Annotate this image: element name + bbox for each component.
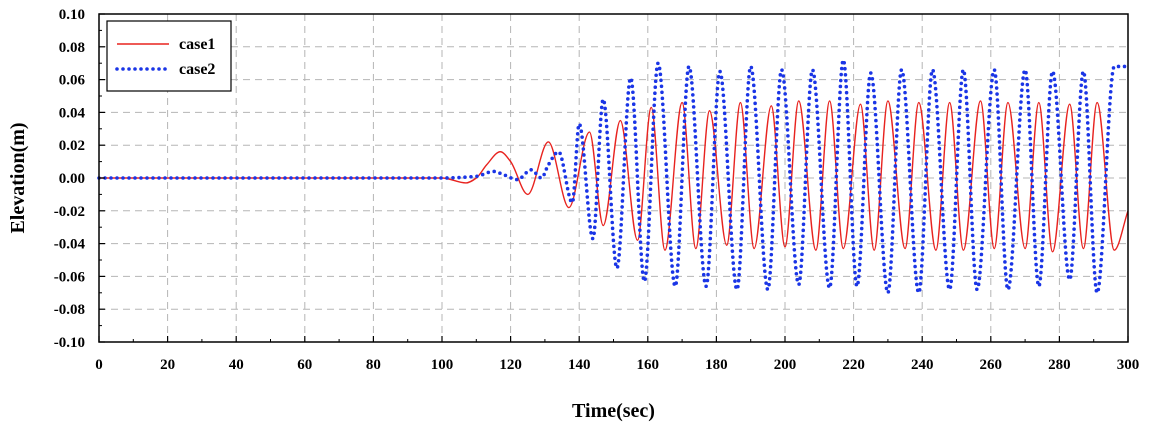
legend: case1 case2 — [106, 20, 232, 92]
y-tick-label: -0.04 — [54, 237, 86, 253]
y-tick-label: 0.02 — [59, 138, 85, 154]
y-tick-label: 0.06 — [59, 73, 86, 89]
y-tick-label: 0.00 — [59, 171, 85, 187]
legend-box — [106, 20, 232, 92]
x-tick-label: 160 — [637, 357, 660, 373]
series-line-case2 — [97, 58, 1130, 295]
y-axis-title: Elevation(m) — [7, 122, 29, 233]
x-tick-label: 180 — [705, 357, 728, 373]
x-tick-label: 300 — [1117, 357, 1140, 373]
x-tick-label: 240 — [911, 357, 934, 373]
x-tick-label: 220 — [842, 357, 865, 373]
y-tick-label: 0.04 — [59, 105, 86, 121]
x-tick-label: 280 — [1048, 357, 1071, 373]
y-tick-label: -0.10 — [54, 335, 85, 351]
x-tick-label: 40 — [229, 357, 244, 373]
x-tick-label: 100 — [431, 357, 454, 373]
x-axis: 0 20 40 60 80 100 120 140 160 180 200 220 240 260 280 3… — [95, 336, 1139, 373]
y-axis: -0.10 -0.08 -0.06 -0.04 -0.02 0.00 0.02 0.04 0.0… — [54, 7, 105, 351]
series-layer — [97, 58, 1130, 295]
x-axis-title: Time(sec) — [572, 400, 655, 422]
x-tick-label: 20 — [160, 357, 175, 373]
y-tick-label: -0.06 — [54, 269, 86, 285]
legend-label-case1: case1 — [179, 36, 215, 53]
y-tick-label: 0.10 — [59, 7, 85, 23]
x-tick-label: 120 — [499, 357, 522, 373]
x-tick-label: 80 — [366, 357, 381, 373]
y-tick-label: 0.08 — [59, 40, 85, 56]
y-tick-label: -0.08 — [54, 302, 85, 318]
x-tick-label: 200 — [774, 357, 797, 373]
x-tick-label: 260 — [980, 357, 1003, 373]
grid-lines — [99, 14, 1128, 342]
y-tick-label: -0.02 — [54, 204, 85, 220]
legend-label-case2: case2 — [179, 61, 215, 78]
x-tick-label: 140 — [568, 357, 591, 373]
x-tick-label: 0 — [95, 357, 103, 373]
x-tick-label: 60 — [297, 357, 312, 373]
